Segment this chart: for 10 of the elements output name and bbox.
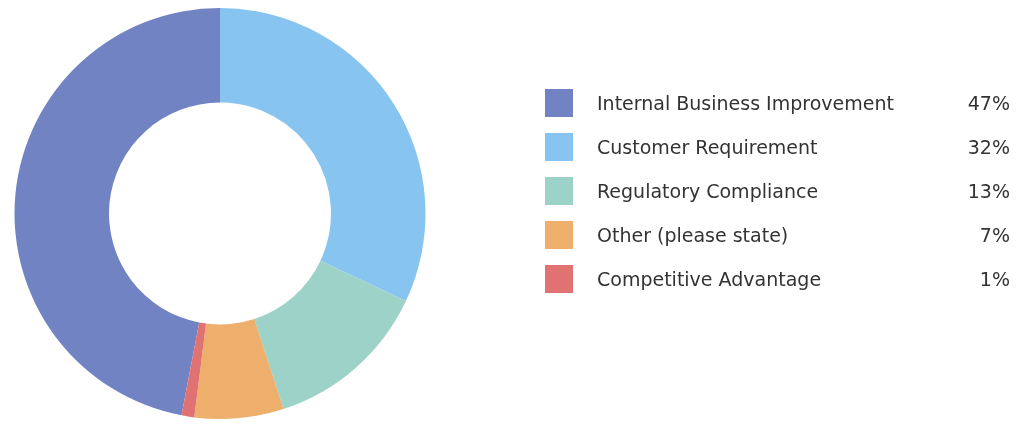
data-label: 1% [978,268,1010,290]
legend-label: Customer Requirement [597,136,819,158]
data-label: 32% [966,136,1010,158]
legend-label: Regulatory Compliance [597,180,820,202]
legend-label: Other (please state) [597,224,790,246]
data-label: 7% [978,224,1010,246]
legend-label: Competitive Advantage [597,268,823,290]
data-label: 13% [966,180,1010,202]
legend-label: Internal Business Improvement [597,92,895,114]
data-label: 47% [966,92,1010,114]
